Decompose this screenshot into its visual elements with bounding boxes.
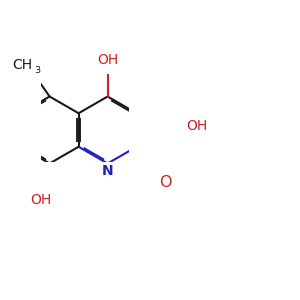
Text: OH: OH bbox=[186, 119, 207, 133]
Text: CH: CH bbox=[13, 58, 33, 73]
Text: OH: OH bbox=[97, 53, 118, 67]
Text: N: N bbox=[102, 164, 114, 178]
Text: 3: 3 bbox=[34, 66, 40, 75]
Text: O: O bbox=[159, 175, 172, 190]
Text: OH: OH bbox=[30, 193, 51, 207]
